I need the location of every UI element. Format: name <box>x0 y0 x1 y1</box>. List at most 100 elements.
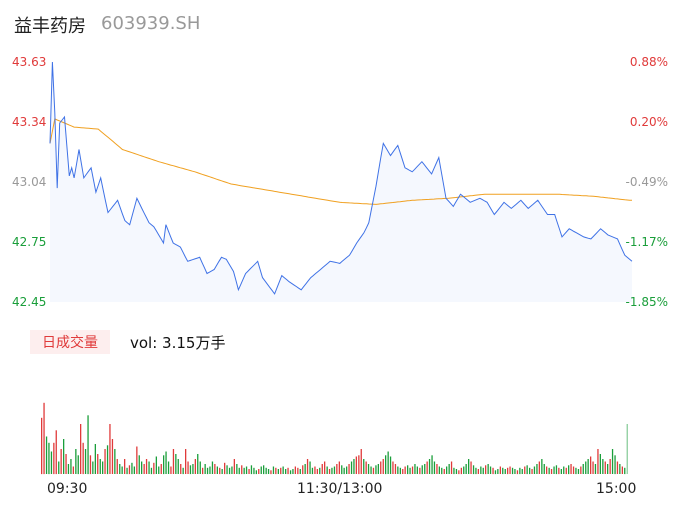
volume-bar <box>165 451 167 474</box>
volume-bar <box>99 459 101 474</box>
volume-bar <box>372 467 375 475</box>
volume-bar <box>241 465 243 475</box>
volume-bar <box>409 467 411 475</box>
volume-bar <box>441 467 443 475</box>
volume-bar <box>155 456 157 474</box>
volume-bar <box>219 467 221 475</box>
volume-bar <box>70 459 72 474</box>
volume-bar <box>187 461 189 474</box>
volume-bar <box>502 467 504 475</box>
volume-bar <box>111 439 114 474</box>
volume-bar <box>482 467 484 475</box>
volume-bar <box>119 464 121 474</box>
volume-bar <box>580 466 582 474</box>
volume-bar <box>529 467 531 475</box>
volume-bar <box>126 467 128 475</box>
volume-bar <box>275 467 277 475</box>
volume-bar <box>106 445 109 475</box>
volume-bar <box>224 462 226 475</box>
volume-bar <box>133 466 135 474</box>
volume-bar <box>616 461 619 474</box>
volume-bar <box>338 461 340 474</box>
price-axis-label: 43.63 <box>12 55 47 69</box>
volume-bar <box>455 469 458 474</box>
volume-bar <box>267 469 270 474</box>
pct-axis-label: 0.88% <box>629 55 668 69</box>
volume-bar <box>397 466 399 474</box>
volume-bar <box>511 467 514 475</box>
volume-bar <box>55 430 57 475</box>
volume-bar <box>94 444 96 474</box>
volume-bar <box>538 461 540 474</box>
volume-bar <box>424 464 426 474</box>
volume-bar <box>380 461 382 474</box>
volume-bar <box>582 464 584 474</box>
price-axis-label: 43.04 <box>12 175 47 189</box>
volume-bar <box>319 467 321 475</box>
volume-bar <box>270 470 272 475</box>
volume-bar <box>145 459 148 474</box>
volume-bar <box>416 466 418 474</box>
volume-bar <box>609 459 611 474</box>
volume-bar <box>624 467 626 475</box>
volume-bar <box>475 467 477 475</box>
volume-bar <box>399 467 401 475</box>
volume-bar <box>572 466 575 474</box>
volume-bar <box>228 467 231 475</box>
volume-bar <box>468 459 470 474</box>
volume-bar <box>436 464 438 474</box>
volume-bar <box>172 449 175 474</box>
volume-bar <box>185 449 187 474</box>
volume-bar <box>465 464 467 474</box>
volume-bar <box>50 451 53 474</box>
volume-bar <box>75 449 77 474</box>
volume-bar <box>265 467 267 475</box>
volume-bar <box>472 465 475 475</box>
time-axis-label: 09:30 <box>47 481 88 497</box>
volume-bar <box>128 465 131 475</box>
volume-bar <box>463 466 465 474</box>
volume-bar <box>550 469 553 474</box>
volume-bar <box>477 469 479 474</box>
volume-bar <box>238 467 240 475</box>
volume-bar <box>321 464 323 474</box>
volume-bar <box>507 467 509 475</box>
volume-bar <box>458 470 460 475</box>
volume-bar <box>385 455 387 475</box>
volume-bar <box>494 470 497 475</box>
volume-bar <box>92 461 94 474</box>
volume-bar <box>294 466 296 474</box>
volume-bar <box>306 459 309 474</box>
volume-bar <box>309 461 311 474</box>
volume-bar <box>543 464 545 474</box>
volume-bar <box>411 466 414 474</box>
volume-bar <box>526 465 528 475</box>
volume-bar <box>350 461 353 474</box>
volume-bar <box>160 464 162 474</box>
volume-bar <box>360 449 362 474</box>
volume-tab[interactable]: 日成交量 <box>30 330 110 354</box>
volume-bar <box>487 464 489 474</box>
volume-bar <box>233 459 235 474</box>
volume-bar <box>250 465 253 475</box>
volume-bar <box>97 454 99 474</box>
volume-bar <box>248 469 250 474</box>
volume-bar <box>421 465 423 475</box>
volume-bar <box>197 454 199 474</box>
volume-bar <box>480 466 482 474</box>
volume-bar <box>282 466 284 474</box>
volume-bar <box>82 442 84 475</box>
price-axis-label: 42.45 <box>12 295 47 309</box>
volume-bar <box>45 436 48 474</box>
volume-bar <box>353 459 355 474</box>
volume-bar <box>590 456 592 474</box>
volume-bar <box>553 466 555 474</box>
volume-bar <box>558 467 560 475</box>
volume-bar <box>150 467 153 475</box>
volume-bar <box>211 461 214 474</box>
pct-axis-label: -0.49% <box>625 175 668 189</box>
volume-bar <box>489 466 492 474</box>
volume-bar <box>365 461 367 474</box>
volume-bar <box>570 464 572 474</box>
price-axis-label: 43.34 <box>12 115 47 129</box>
